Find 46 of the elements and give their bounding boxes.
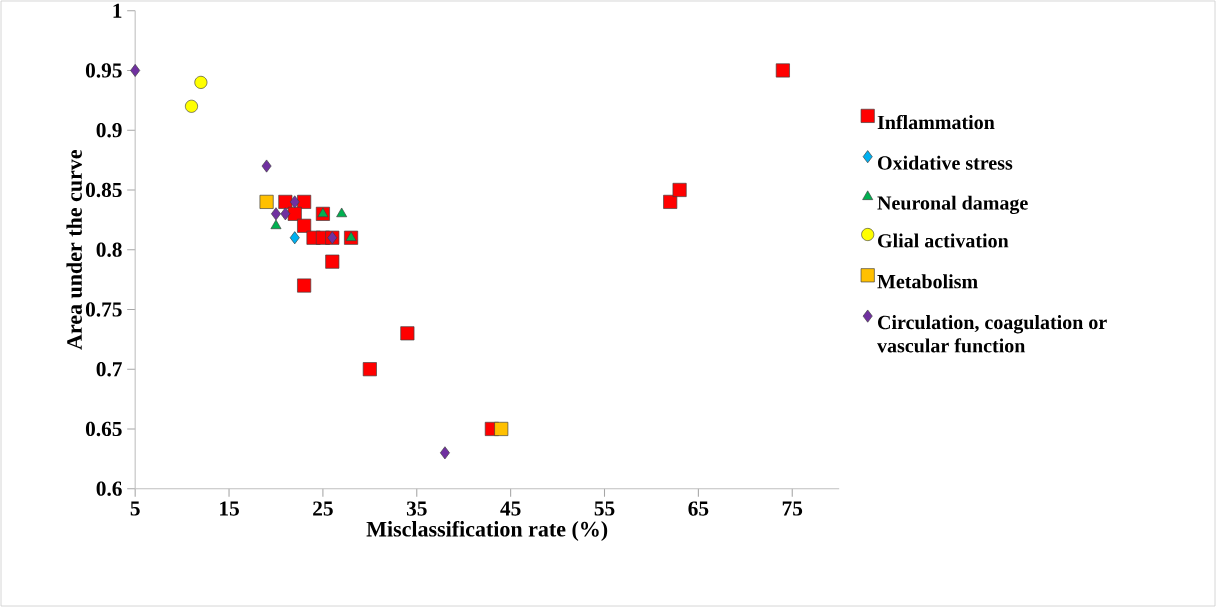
y-tick-label: 0.7 — [96, 361, 122, 377]
y-tick-label: 0.65 — [85, 421, 122, 437]
point — [439, 446, 450, 460]
point — [130, 63, 141, 77]
point — [185, 99, 198, 113]
point — [194, 75, 208, 89]
x-tick-label: 75 — [782, 501, 803, 516]
point — [280, 207, 291, 221]
y-tick-label: 0.9 — [96, 122, 122, 138]
point — [261, 159, 272, 173]
legend-label: Glial activation — [878, 233, 1009, 248]
y-tick-label: 0.75 — [85, 302, 122, 317]
legend-label: Circulation, coagulation or vascular function — [877, 315, 1107, 353]
point — [400, 326, 415, 341]
point — [271, 207, 281, 221]
x-tick-label: 15 — [220, 501, 239, 516]
y-tick-label: 1 — [113, 3, 122, 18]
legend-label: Neuronal damage — [877, 195, 1028, 214]
x-tick-label: 55 — [594, 501, 615, 516]
x-tick-label: 25 — [313, 501, 333, 516]
y-tick-label: 0.95 — [85, 63, 122, 78]
legend-label: Metabolism — [877, 274, 978, 289]
y-axis-title: Area under the curve — [66, 149, 82, 350]
point — [289, 231, 300, 245]
point — [663, 194, 678, 209]
point — [362, 362, 377, 377]
point — [270, 219, 282, 230]
point — [325, 254, 340, 269]
point — [672, 182, 687, 197]
x-tick-label: 5 — [130, 501, 140, 516]
point — [297, 278, 312, 293]
point — [775, 63, 790, 78]
legend-label: Inflammation — [877, 114, 995, 130]
point — [494, 421, 509, 436]
legend-label: Oxidative stress — [878, 155, 1013, 170]
y-tick-label: 0.8 — [96, 242, 122, 257]
x-tick-label: 65 — [688, 501, 709, 516]
x-axis-title: Misclassification rate (%) — [366, 520, 608, 542]
point — [289, 195, 300, 209]
y-tick-label: 0.85 — [85, 182, 122, 198]
y-tick-label: 0.6 — [96, 481, 122, 496]
point — [297, 218, 312, 233]
x-tick-label: 45 — [500, 501, 521, 516]
point — [259, 194, 274, 209]
x-tick-label: 35 — [406, 501, 427, 516]
point — [336, 207, 348, 218]
